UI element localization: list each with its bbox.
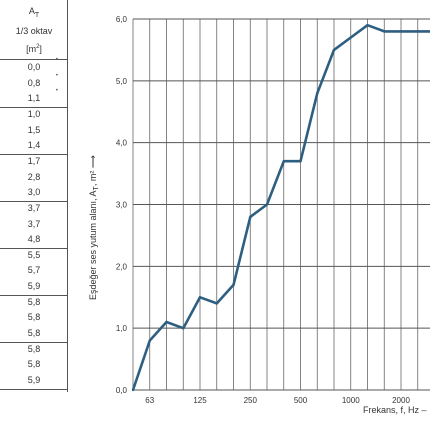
data-point <box>299 160 302 163</box>
header-unit-close: ] <box>39 44 42 54</box>
table-cell: 2,8 <box>27 171 41 182</box>
header-unit: [m <box>26 44 37 54</box>
table-cell: 1,0 <box>27 108 41 119</box>
table-border <box>67 0 68 392</box>
data-point <box>131 388 135 392</box>
data-point <box>349 36 352 39</box>
table-header-symbol: AT <box>0 4 68 19</box>
table-divider <box>0 153 68 155</box>
y-tick-label: 2,0 <box>116 262 128 271</box>
table-cell: 5,9 <box>27 281 41 292</box>
cell-marker: • <box>55 88 58 95</box>
table-cell: 1,1 <box>27 93 41 104</box>
data-point <box>316 92 319 95</box>
data-point <box>366 23 369 27</box>
cell-marker: • <box>55 72 58 79</box>
table-cell: 5,9 <box>27 375 41 385</box>
table-cell: 5,8 <box>27 343 41 354</box>
table-cell: 5,8 <box>27 359 41 370</box>
table-divider <box>0 341 68 343</box>
chart-grid <box>132 18 430 391</box>
data-point <box>182 326 185 330</box>
data-point <box>265 203 269 206</box>
data-point <box>249 215 252 219</box>
y-tick-label: 3,0 <box>116 201 128 210</box>
table-divider <box>0 294 68 296</box>
table-cell: 5,8 <box>27 312 41 323</box>
x-tick-labels: 6312525050010002000H <box>145 396 410 405</box>
y-tick-label: 5,0 <box>116 77 128 86</box>
table-divider <box>0 388 68 390</box>
y-tick-label: 0,0 <box>116 386 128 395</box>
data-point <box>215 302 218 305</box>
cell-marker: • <box>55 57 58 63</box>
table-divider <box>0 59 68 60</box>
data-point <box>383 30 386 33</box>
table-cell: 1,7 <box>27 155 41 166</box>
data-point <box>282 160 285 163</box>
data-point <box>198 296 202 299</box>
x-tick-label: 250 <box>244 396 258 405</box>
table-cell: 3,0 <box>27 187 41 198</box>
data-point <box>399 30 403 33</box>
y-tick-labels: 0,0 1,0 2,0 3,0 4,0 5,0 6,0 <box>116 15 128 395</box>
y-tick-label: 1,0 <box>116 324 128 333</box>
table-cell: 3,7 <box>27 202 41 213</box>
y-tick-label: 4,0 <box>116 139 128 148</box>
table-divider <box>0 247 68 249</box>
table-cell: 5,8 <box>27 328 41 339</box>
data-point <box>165 320 168 324</box>
table-divider <box>0 200 68 202</box>
table-cell: 5,7 <box>27 265 41 276</box>
data-point <box>416 30 419 33</box>
data-point <box>232 283 235 287</box>
table-cell: 1,4 <box>27 140 41 151</box>
y-axis-arrow: ⟶ <box>88 155 98 171</box>
table-header-band: 1/3 oktav <box>15 26 53 36</box>
table-cell: 1,5 <box>27 124 41 135</box>
header-unit-sup: 2 <box>36 44 40 50</box>
x-axis-label: Frekans, f, Hz – <box>363 405 427 415</box>
data-point <box>332 48 336 52</box>
table-cell: 4,8 <box>27 234 41 245</box>
y-axis-label: Eşdeğer ses yutum alanı, AT, m² ⟶ <box>88 155 100 300</box>
table-divider <box>0 106 68 108</box>
table-cell: 0,8 <box>27 77 41 88</box>
table-cell: 0,0 <box>27 62 41 72</box>
series-line <box>131 23 430 391</box>
x-tick-label: 500 <box>294 396 308 405</box>
x-tick-label: 2000 <box>392 396 410 405</box>
table-cell: 5,8 <box>27 296 41 307</box>
y-tick-label: 6,0 <box>116 15 128 24</box>
header-symbol: A <box>28 6 35 16</box>
x-tick-label: 125 <box>193 396 207 405</box>
table-cell: 5,5 <box>27 249 41 260</box>
x-tick-label: 1000 <box>342 396 360 405</box>
table-header-unit: [m2] <box>0 40 68 55</box>
table-cell: 3,7 <box>27 218 41 229</box>
header-subscript: T <box>34 11 40 19</box>
data-point <box>148 339 151 342</box>
x-tick-label: 63 <box>145 396 154 405</box>
